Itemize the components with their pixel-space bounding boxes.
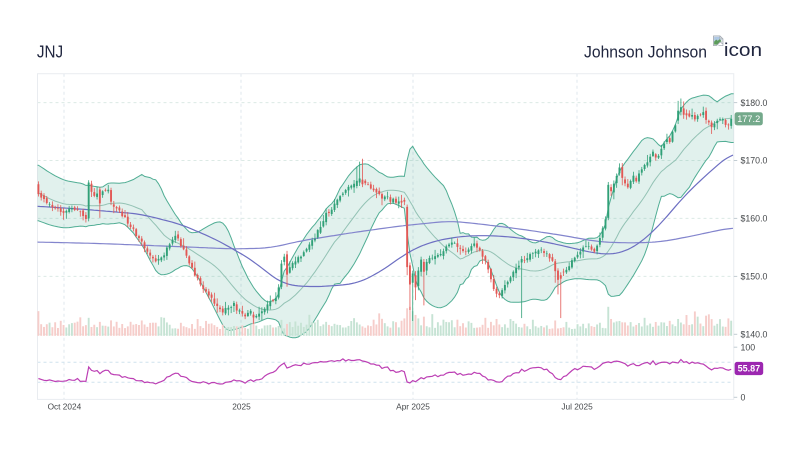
svg-text:Johnson Johnson: Johnson Johnson <box>584 44 707 62</box>
svg-text:177.2: 177.2 <box>737 114 760 124</box>
svg-text:Oct 2024: Oct 2024 <box>48 401 82 411</box>
svg-text:$160.0: $160.0 <box>741 214 768 224</box>
svg-text:$180.0: $180.0 <box>741 98 768 108</box>
svg-text:2025: 2025 <box>232 401 251 411</box>
svg-text:100: 100 <box>741 342 756 352</box>
svg-text:Jul 2025: Jul 2025 <box>561 401 593 411</box>
svg-text:55.87: 55.87 <box>738 364 761 374</box>
svg-text:$170.0: $170.0 <box>741 156 768 166</box>
svg-text:$150.0: $150.0 <box>741 272 768 282</box>
svg-text:JNJ: JNJ <box>37 42 63 62</box>
svg-text:0: 0 <box>741 393 746 403</box>
svg-text:icon: icon <box>724 39 762 60</box>
svg-text:$140.0: $140.0 <box>741 330 768 340</box>
svg-text:Apr 2025: Apr 2025 <box>396 401 430 411</box>
